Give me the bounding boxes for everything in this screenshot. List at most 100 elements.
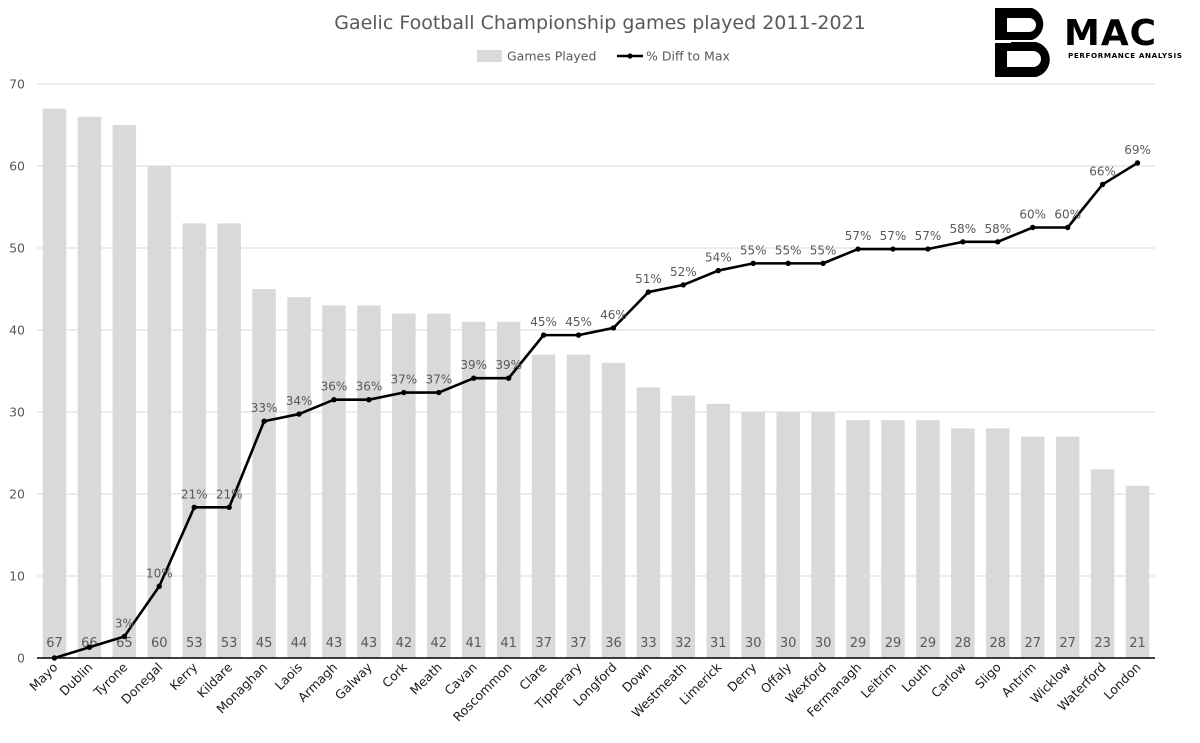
bar [112,125,137,658]
bar-value-label: 30 [745,636,762,651]
series-point [261,418,267,424]
x-tick-label: Sligo [972,660,1004,692]
series-point [960,239,966,245]
pct-label: 37% [425,373,452,387]
pct-label: 58% [984,222,1011,236]
pct-label: 39% [495,358,522,372]
bar [531,354,556,658]
series-point [505,375,512,381]
x-tick-label: Carlow [928,660,969,701]
bar [706,403,731,658]
series-point [1064,224,1071,231]
pct-label: 69% [1124,143,1151,157]
series-point [1134,160,1141,166]
mac-logo: MAC PERFORMANCE ANALYSIS [989,8,1183,77]
bar-value-label: 41 [465,636,482,651]
legend: Games Played % Diff to Max [477,49,730,64]
bar [1090,469,1115,658]
bar [671,395,696,658]
legend-swatch-games-played [477,50,502,62]
pct-label: 54% [705,251,732,265]
bar [1055,436,1080,658]
series-point [1030,224,1036,231]
series-point [610,325,617,331]
series-point [121,633,128,640]
pct-label: 34% [286,394,313,408]
pct-label: 3% [115,616,134,630]
bar-value-label: 28 [990,636,1007,651]
bar-value-label: 23 [1094,636,1111,651]
pct-diff-series [51,160,1141,661]
series-point [715,267,721,274]
bar [951,428,975,658]
bar [357,305,381,658]
series-point [925,246,931,252]
pct-label: 45% [565,315,592,329]
legend-swatch-pct-diff-point [627,53,633,59]
series-point [156,583,162,589]
series-point [366,397,372,403]
bar-value-labels: 67 66 65 60 53 53 45 44 43 43 42 42 41 41 37 37 36 33 32 31… [46,636,1146,651]
pct-label: 57% [845,229,872,243]
bar-value-label: 37 [570,636,587,651]
series-point [1099,181,1106,188]
bar-value-label: 45 [256,636,273,651]
pct-label: 60% [1054,208,1081,222]
bar [461,321,486,658]
series-point [436,389,442,396]
bar [846,420,870,658]
series-line [54,161,1139,660]
series-point [296,411,302,417]
pct-label: 36% [356,380,383,394]
bar [1125,485,1150,658]
series-point [401,389,407,396]
legend-label-pct-diff: % Diff to Max [646,49,730,64]
bar [77,116,102,659]
series-point [575,332,582,338]
pct-label: 37% [391,373,418,387]
bar [1020,436,1045,658]
logo-tagline: PERFORMANCE ANALYSIS [1068,51,1183,60]
bar [811,412,835,658]
bar [601,362,626,658]
series-point [51,655,58,661]
bar [182,223,206,658]
bar-value-label: 33 [640,636,657,651]
x-tick-label: Leitrim [858,660,899,701]
y-tick-label: 60 [9,159,25,174]
pct-label: 51% [635,272,662,286]
pct-label: 57% [880,229,907,243]
bar-value-label: 42 [431,636,448,651]
bar-value-label: 65 [116,636,133,651]
bar [496,321,521,658]
bar-value-label: 36 [605,636,622,651]
bar-value-label: 30 [815,636,832,651]
x-tick-label: London [1101,660,1144,703]
pct-label: 55% [810,243,837,257]
bar-value-label: 30 [780,636,797,651]
logo-name: MAC [1064,13,1157,54]
y-tick-label: 70 [9,77,25,92]
bar-value-label: 29 [885,636,902,651]
bar [636,387,661,658]
series-point [995,239,1001,245]
pct-label: 36% [321,380,348,394]
bar-value-label: 37 [535,636,552,651]
y-tick-label: 40 [9,323,25,338]
pct-label: 57% [915,229,942,243]
pct-label: 58% [950,222,977,236]
bar [322,305,346,658]
series-point [331,397,337,403]
bar [776,412,800,658]
y-tick-label: 10 [9,569,25,584]
bar [217,223,241,658]
bar-value-label: 21 [1129,636,1146,651]
series-point [645,289,652,295]
pct-label: 33% [251,401,278,415]
y-tick-label: 0 [17,651,25,666]
bar [741,412,765,658]
bar-value-label: 29 [850,636,867,651]
bar-value-label: 53 [221,636,238,651]
